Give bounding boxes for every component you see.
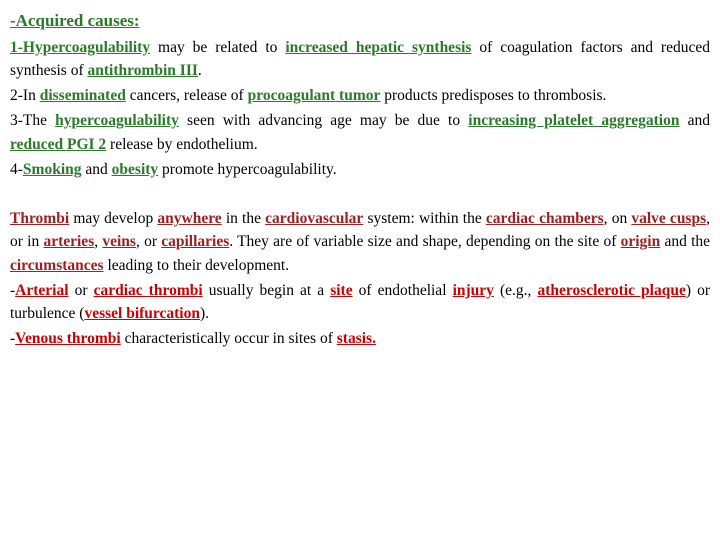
veins-term: veins (102, 233, 136, 250)
text: . (198, 62, 202, 79)
text: may be related to (150, 39, 285, 56)
text: and the (660, 233, 710, 250)
text: or (69, 282, 94, 299)
hypercoag-age-term: hypercoagulability (55, 112, 179, 129)
disseminated-term: disseminated (40, 87, 126, 104)
text: 2-In (10, 87, 40, 104)
text: usually begin at a (203, 282, 331, 299)
text: , on (604, 210, 632, 227)
text: system: within the (363, 210, 486, 227)
text: release by endothelium. (106, 136, 258, 153)
text: in the (222, 210, 265, 227)
hepatic-synthesis-term: increased hepatic synthesis (285, 39, 471, 56)
paragraph-4: 4-Smoking and obesity promote hypercoagu… (10, 158, 710, 181)
arterial-term: Arterial (15, 282, 68, 299)
cardiac-chambers-term: cardiac chambers (486, 210, 604, 227)
paragraph-2: 2-In disseminated cancers, release of pr… (10, 84, 710, 107)
obesity-term: obesity (112, 161, 159, 178)
procoagulant-term: procoagulant tumor (248, 87, 381, 104)
text: cancers, release of (126, 87, 248, 104)
text: 4- (10, 161, 23, 178)
text: seen with advancing age may be due to (179, 112, 468, 129)
anywhere-term: anywhere (157, 210, 221, 227)
text: (e.g., (494, 282, 538, 299)
capillaries-term: capillaries (161, 233, 229, 250)
valve-cusps-term: valve cusps (631, 210, 706, 227)
paragraph-3: 3-The hypercoagulability seen with advan… (10, 109, 710, 156)
site-term: site (330, 282, 352, 299)
text: ). (200, 305, 209, 322)
text: and (82, 161, 112, 178)
platelet-aggregation-term: increasing platelet aggregation (468, 112, 679, 129)
text: characteristically occur in sites of (121, 330, 337, 347)
text: leading to their development. (104, 257, 290, 274)
arteries-term: arteries (43, 233, 94, 250)
cardiovascular-term: cardiovascular (265, 210, 363, 227)
pgi2-term: reduced PGI 2 (10, 136, 106, 153)
stasis-term: stasis. (337, 330, 376, 347)
antithrombin-term: antithrombin III (88, 62, 198, 79)
text: 3-The (10, 112, 55, 129)
paragraph-5: Thrombi may develop anywhere in the card… (10, 207, 710, 277)
bifurcation-term: vessel bifurcation (84, 305, 200, 322)
cardiac-thrombi-term: cardiac thrombi (94, 282, 203, 299)
text: . They are of variable size and shape, d… (229, 233, 620, 250)
origin-term: origin (621, 233, 661, 250)
thrombi-term: Thrombi (10, 210, 69, 227)
injury-term: injury (453, 282, 494, 299)
paragraph-6: -Arterial or cardiac thrombi usually beg… (10, 279, 710, 326)
paragraph-1: 1-Hypercoagulability may be related to i… (10, 36, 710, 83)
text: , or (136, 233, 161, 250)
circumstances-term: circumstances (10, 257, 104, 274)
spacer (10, 183, 710, 207)
text: promote hypercoagulability. (158, 161, 337, 178)
section-heading: -Acquired causes: (10, 8, 710, 34)
text: of endothelial (353, 282, 453, 299)
paragraph-7: -Venous thrombi characteristically occur… (10, 327, 710, 350)
text: may develop (69, 210, 157, 227)
text: products predisposes to thrombosis. (380, 87, 606, 104)
hypercoagulability-term: 1-Hypercoagulability (10, 39, 150, 56)
atherosclerotic-term: atherosclerotic plaque (537, 282, 685, 299)
smoking-term: Smoking (23, 161, 82, 178)
venous-thrombi-term: Venous thrombi (15, 330, 121, 347)
text: and (679, 112, 710, 129)
